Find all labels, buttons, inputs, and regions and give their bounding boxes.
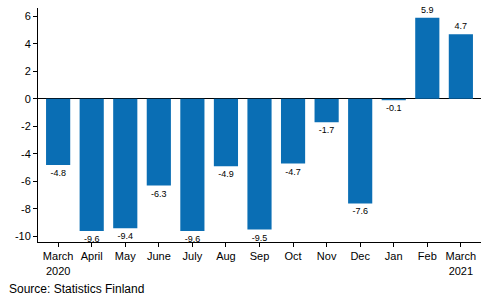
svg-text:July: July <box>183 250 203 262</box>
svg-text:-9.5: -9.5 <box>252 233 268 243</box>
svg-text:-1.7: -1.7 <box>319 125 335 135</box>
svg-text:Sep: Sep <box>250 250 270 262</box>
svg-text:Source: Statistics Finland: Source: Statistics Finland <box>9 282 144 296</box>
svg-text:4: 4 <box>25 38 31 50</box>
svg-text:-6: -6 <box>21 175 31 187</box>
svg-text:-2: -2 <box>21 120 31 132</box>
svg-text:4.7: 4.7 <box>455 21 468 31</box>
svg-text:-7.6: -7.6 <box>352 206 368 216</box>
svg-text:-4.8: -4.8 <box>50 168 66 178</box>
svg-text:-4: -4 <box>21 148 31 160</box>
svg-text:6: 6 <box>25 10 31 22</box>
svg-text:-10: -10 <box>15 230 31 242</box>
svg-text:Dec: Dec <box>350 250 370 262</box>
svg-text:2: 2 <box>25 65 31 77</box>
svg-text:April: April <box>81 250 103 262</box>
svg-text:-6.3: -6.3 <box>151 189 167 199</box>
svg-text:-9.6: -9.6 <box>84 234 100 244</box>
svg-text:Nov: Nov <box>317 250 337 262</box>
svg-text:5.9: 5.9 <box>421 5 434 15</box>
svg-text:June: June <box>147 250 171 262</box>
svg-text:-9.6: -9.6 <box>185 234 201 244</box>
svg-text:-4.9: -4.9 <box>218 169 234 179</box>
svg-text:March2020: March2020 <box>43 250 74 276</box>
svg-text:March2021: March2021 <box>446 250 477 276</box>
svg-text:-8: -8 <box>21 203 31 215</box>
svg-text:Feb: Feb <box>418 250 437 262</box>
svg-text:Jan: Jan <box>385 250 403 262</box>
svg-text:0: 0 <box>25 93 31 105</box>
svg-text:-0.1: -0.1 <box>386 103 402 113</box>
svg-text:Aug: Aug <box>216 250 236 262</box>
svg-text:May: May <box>115 250 136 262</box>
svg-text:-4.7: -4.7 <box>285 167 301 177</box>
svg-text:-9.4: -9.4 <box>118 231 134 241</box>
svg-text:Oct: Oct <box>284 250 301 262</box>
